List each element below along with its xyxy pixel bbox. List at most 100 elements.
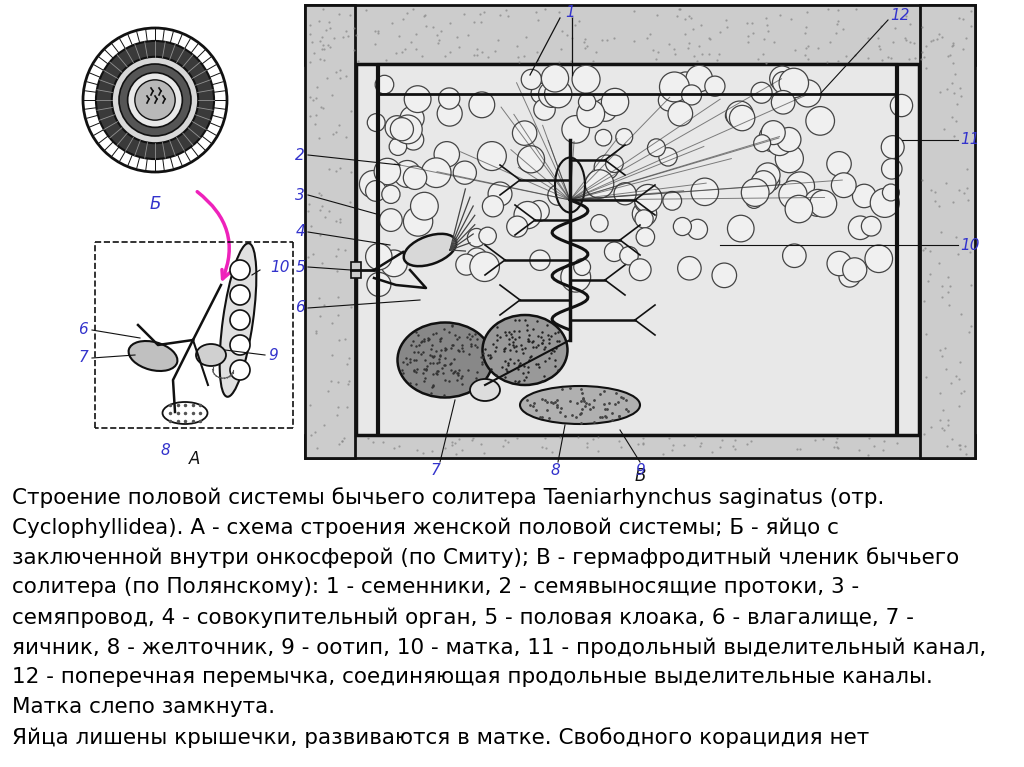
Circle shape (831, 173, 856, 198)
Circle shape (861, 216, 881, 236)
Circle shape (751, 171, 776, 196)
Circle shape (601, 88, 629, 116)
Circle shape (594, 98, 616, 121)
Text: Cyclophyllidea). А - схема строения женской половой системы; Б - яйцо с: Cyclophyllidea). А - схема строения женс… (12, 517, 839, 538)
Text: Яйца лишены крышечки, развиваются в матке. Свободного корацидия нет: Яйца лишены крышечки, развиваются в матк… (12, 727, 869, 748)
Circle shape (112, 57, 199, 143)
Circle shape (422, 158, 451, 188)
Text: солитера (по Полянскому): 1 - семенники, 2 - семявыносящие протоки, 3 -: солитера (по Полянскому): 1 - семенники,… (12, 577, 859, 597)
Text: 6: 6 (295, 301, 305, 315)
Text: заключенной внутри онкосферой (по Смиту); В - гермафродитный членик бычьего: заключенной внутри онкосферой (по Смиту)… (12, 547, 959, 568)
Text: 10: 10 (961, 238, 980, 252)
Circle shape (539, 81, 564, 107)
Circle shape (512, 121, 537, 145)
Circle shape (230, 310, 250, 330)
Circle shape (806, 107, 835, 135)
Ellipse shape (403, 234, 457, 266)
Circle shape (839, 265, 860, 287)
Circle shape (594, 155, 618, 179)
Circle shape (573, 258, 591, 275)
Circle shape (883, 184, 899, 201)
Circle shape (843, 258, 866, 282)
Circle shape (562, 116, 590, 143)
Circle shape (635, 210, 653, 228)
Circle shape (604, 242, 624, 262)
Circle shape (230, 285, 250, 305)
Polygon shape (351, 262, 361, 278)
Ellipse shape (397, 322, 493, 397)
Circle shape (531, 84, 551, 104)
Circle shape (390, 117, 414, 141)
Circle shape (375, 75, 394, 94)
Polygon shape (920, 5, 975, 458)
Circle shape (782, 244, 806, 268)
Circle shape (393, 115, 422, 143)
Circle shape (882, 159, 902, 179)
Circle shape (810, 190, 837, 217)
Circle shape (772, 71, 795, 94)
Circle shape (658, 90, 680, 111)
Circle shape (771, 91, 795, 114)
Circle shape (691, 178, 719, 206)
Circle shape (729, 105, 755, 130)
Polygon shape (305, 435, 975, 458)
Text: 11: 11 (961, 133, 980, 147)
Circle shape (577, 100, 604, 127)
Text: 5: 5 (295, 259, 305, 275)
Circle shape (96, 41, 214, 159)
Circle shape (761, 120, 785, 145)
Circle shape (488, 182, 512, 206)
Text: Б: Б (150, 195, 161, 213)
Ellipse shape (482, 315, 567, 385)
Circle shape (521, 69, 542, 90)
FancyArrowPatch shape (198, 192, 229, 279)
Circle shape (663, 192, 682, 210)
Circle shape (725, 107, 742, 124)
Circle shape (400, 107, 424, 130)
Circle shape (848, 216, 872, 239)
Circle shape (658, 148, 677, 166)
Text: Матка слепо замкнута.: Матка слепо замкнута. (12, 697, 275, 717)
Circle shape (775, 145, 804, 173)
Circle shape (545, 81, 571, 108)
Circle shape (374, 158, 400, 185)
Circle shape (467, 248, 487, 269)
Circle shape (548, 185, 568, 206)
Polygon shape (356, 64, 919, 435)
Circle shape (467, 229, 485, 247)
Circle shape (517, 146, 545, 173)
Text: 8: 8 (160, 443, 170, 458)
Circle shape (119, 64, 191, 136)
Circle shape (403, 207, 433, 236)
Circle shape (756, 163, 780, 187)
Circle shape (586, 170, 613, 198)
Circle shape (437, 101, 462, 126)
Ellipse shape (196, 344, 226, 366)
Circle shape (620, 246, 638, 265)
Text: 4: 4 (295, 225, 305, 239)
Circle shape (366, 243, 392, 270)
Circle shape (579, 94, 596, 110)
Circle shape (785, 196, 813, 222)
Text: 2: 2 (295, 147, 305, 163)
Circle shape (424, 244, 440, 261)
Circle shape (359, 170, 387, 198)
Circle shape (469, 92, 495, 117)
Circle shape (870, 189, 899, 217)
Circle shape (636, 228, 654, 246)
Circle shape (595, 130, 611, 146)
Circle shape (632, 202, 656, 226)
Circle shape (741, 179, 769, 206)
Circle shape (794, 80, 821, 107)
Text: 9: 9 (635, 463, 645, 478)
Text: Строение половой системы бычьего солитера Taeniarhynchus saginatus (отр.: Строение половой системы бычьего солитер… (12, 487, 885, 508)
Circle shape (826, 152, 851, 176)
Polygon shape (305, 5, 355, 458)
Text: А: А (189, 450, 201, 468)
Circle shape (135, 80, 175, 120)
Polygon shape (305, 5, 975, 65)
Text: 7: 7 (430, 463, 440, 478)
Circle shape (404, 86, 431, 113)
Text: яичник, 8 - желточник, 9 - оотип, 10 - матка, 11 - продольный выделительный кана: яичник, 8 - желточник, 9 - оотип, 10 - м… (12, 637, 986, 657)
Circle shape (668, 101, 692, 126)
